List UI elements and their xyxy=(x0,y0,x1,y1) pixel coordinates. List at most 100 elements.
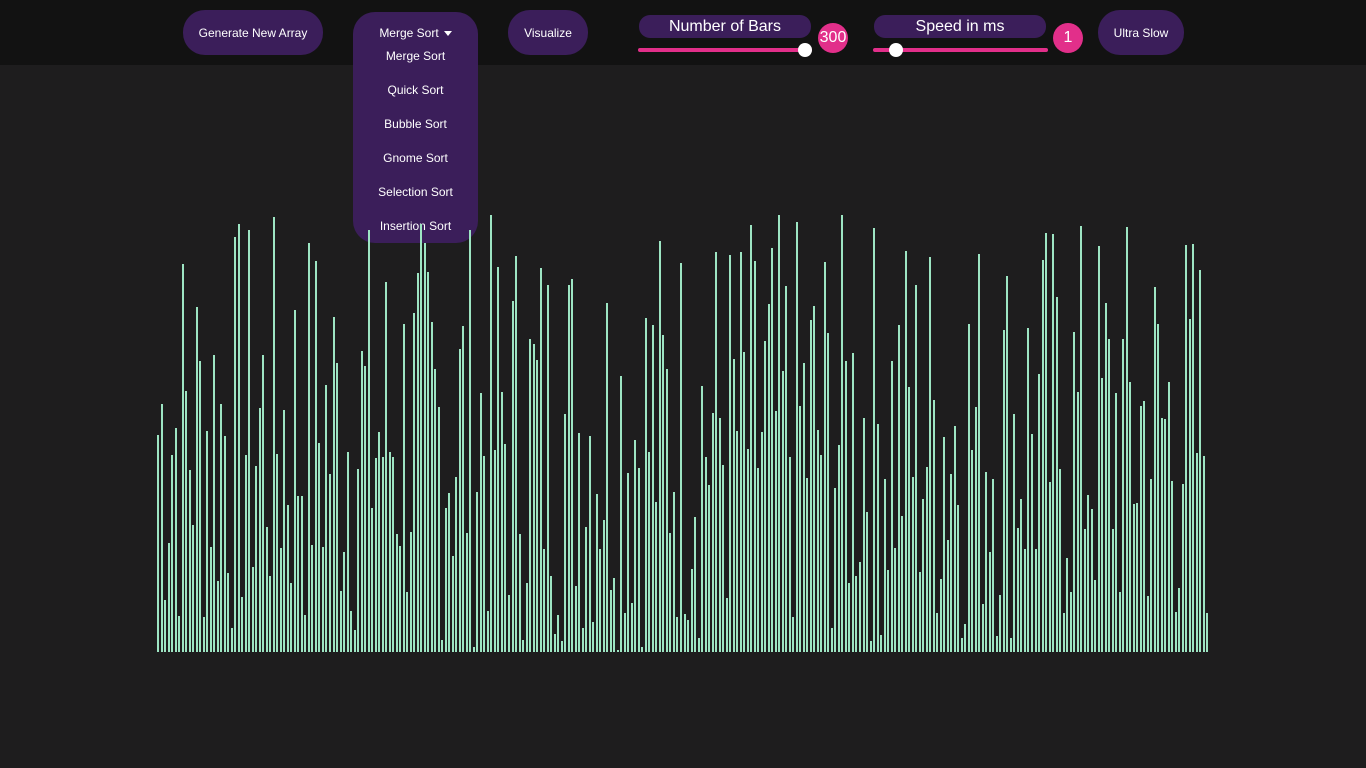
algorithm-option-selection-sort[interactable]: Selection Sort xyxy=(378,185,453,199)
array-bar xyxy=(1002,330,1005,652)
array-bar xyxy=(1188,319,1191,652)
algorithm-dropdown[interactable]: Merge Sort Merge Sort Quick Sort Bubble … xyxy=(353,12,478,243)
array-bar xyxy=(483,456,486,652)
array-bar xyxy=(922,499,925,652)
array-bar xyxy=(694,517,697,652)
array-bar xyxy=(950,474,953,652)
array-bar xyxy=(192,525,195,652)
array-bar xyxy=(339,591,342,652)
array-bar xyxy=(230,628,233,652)
algorithm-option-bubble-sort[interactable]: Bubble Sort xyxy=(384,117,447,131)
array-bar xyxy=(465,533,468,652)
array-bar xyxy=(1136,503,1139,652)
array-bar xyxy=(816,430,819,652)
algorithm-option-merge-sort[interactable]: Merge Sort xyxy=(385,49,446,63)
array-bar xyxy=(550,576,553,652)
array-bar xyxy=(764,341,767,652)
array-bar xyxy=(314,261,317,652)
array-bar xyxy=(364,366,367,652)
number-of-bars-slider-thumb[interactable] xyxy=(798,43,812,57)
array-bar xyxy=(178,616,181,652)
array-bar xyxy=(371,508,374,652)
array-bar xyxy=(918,572,921,652)
array-bar xyxy=(929,257,932,652)
array-bar xyxy=(437,407,440,652)
algorithm-option-insertion-sort[interactable]: Insertion Sort xyxy=(379,219,452,233)
array-bar xyxy=(1069,592,1072,652)
array-bar xyxy=(806,478,809,652)
speed-preset-button[interactable]: Ultra Slow xyxy=(1098,10,1184,55)
array-bar xyxy=(1013,414,1016,652)
array-bar xyxy=(1034,549,1037,652)
array-bar xyxy=(174,428,177,652)
array-bar xyxy=(595,494,598,652)
array-bar xyxy=(890,361,893,652)
array-bar xyxy=(939,579,942,652)
array-bar xyxy=(311,545,314,652)
array-bar xyxy=(774,411,777,652)
array-bar xyxy=(883,479,886,652)
array-bar xyxy=(321,547,324,652)
array-bar xyxy=(616,650,619,652)
array-bar xyxy=(655,502,658,652)
array-bar xyxy=(736,431,739,652)
array-bar xyxy=(406,592,409,652)
array-bar xyxy=(627,473,630,652)
array-bar xyxy=(715,252,718,652)
array-bar xyxy=(1118,592,1121,652)
array-bar xyxy=(911,477,914,652)
array-bar xyxy=(255,466,258,652)
array-bar xyxy=(1087,495,1090,652)
algorithm-dropdown-toggle[interactable]: Merge Sort xyxy=(353,26,478,40)
array-bar xyxy=(237,224,240,652)
array-bar xyxy=(1080,226,1083,652)
array-bar xyxy=(265,527,268,652)
array-bar xyxy=(778,215,781,652)
array-bar xyxy=(837,445,840,652)
array-bar xyxy=(248,230,251,652)
array-bar xyxy=(564,414,567,652)
array-bar xyxy=(181,264,184,652)
array-bar xyxy=(873,228,876,652)
array-bar xyxy=(676,617,679,652)
array-bar xyxy=(251,567,254,652)
array-bar xyxy=(1108,339,1111,652)
array-bar xyxy=(216,581,219,652)
array-bar xyxy=(1167,382,1170,652)
array-bar xyxy=(1083,529,1086,652)
visualize-button[interactable]: Visualize xyxy=(508,10,588,55)
speed-slider-thumb[interactable] xyxy=(889,43,903,57)
algorithm-option-quick-sort[interactable]: Quick Sort xyxy=(387,83,444,97)
array-bar xyxy=(567,285,570,652)
array-bar xyxy=(574,586,577,652)
array-bar xyxy=(458,349,461,652)
array-bar xyxy=(760,432,763,652)
algorithm-option-gnome-sort[interactable]: Gnome Sort xyxy=(383,151,448,165)
array-bar xyxy=(964,624,967,652)
array-bar xyxy=(718,418,721,652)
array-bar xyxy=(606,303,609,652)
array-bar xyxy=(1009,638,1012,652)
array-bar xyxy=(290,583,293,652)
array-bar xyxy=(336,363,338,652)
array-bar xyxy=(416,273,419,652)
array-bar xyxy=(936,613,939,652)
number-of-bars-slider-track[interactable] xyxy=(638,48,812,52)
array-bar xyxy=(771,248,774,652)
array-bar xyxy=(1178,588,1181,652)
array-bar xyxy=(644,318,647,652)
array-bar xyxy=(388,452,391,652)
array-bar xyxy=(981,604,984,652)
array-bar xyxy=(546,285,549,652)
array-bar xyxy=(402,324,405,652)
caret-down-icon xyxy=(443,31,452,37)
speed-slider-track[interactable] xyxy=(873,48,1048,52)
array-bar xyxy=(701,386,704,652)
array-bar xyxy=(318,443,321,652)
generate-new-array-button[interactable]: Generate New Array xyxy=(183,10,323,55)
array-bar xyxy=(1153,287,1156,652)
array-bar xyxy=(999,595,1002,652)
array-bar xyxy=(743,352,746,652)
array-bar xyxy=(462,326,465,652)
array-bar xyxy=(423,243,426,652)
